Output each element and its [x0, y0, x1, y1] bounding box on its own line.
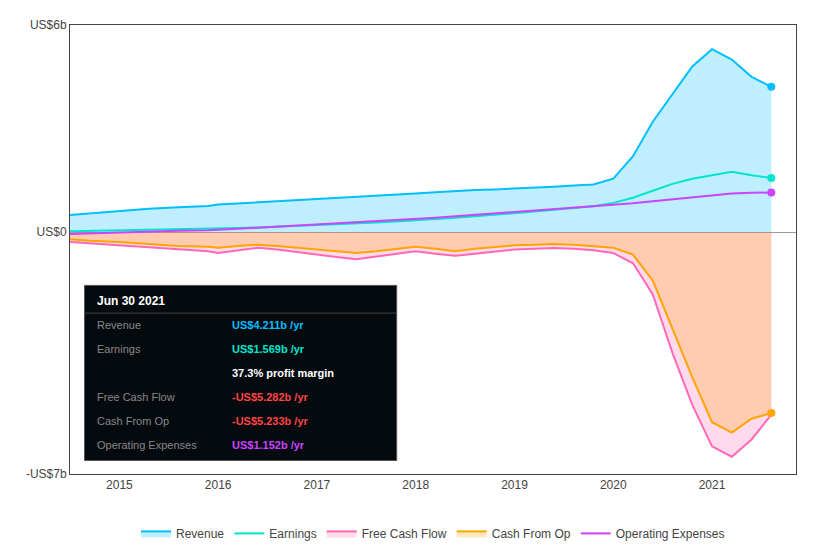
svg-text:Cash From Op: Cash From Op [492, 527, 571, 541]
svg-text:-US$7b: -US$7b [26, 467, 67, 481]
svg-text:2019: 2019 [501, 478, 528, 492]
svg-text:37.3% profit margin: 37.3% profit margin [232, 367, 334, 379]
svg-text:2021: 2021 [699, 478, 726, 492]
svg-text:US$6b: US$6b [30, 18, 67, 32]
svg-text:Revenue: Revenue [97, 319, 141, 331]
svg-text:US$0: US$0 [37, 225, 67, 239]
svg-text:US$4.211b /yr: US$4.211b /yr [232, 319, 304, 331]
svg-text:Earnings: Earnings [97, 343, 141, 355]
svg-text:2015: 2015 [106, 478, 133, 492]
svg-text:Earnings: Earnings [269, 527, 316, 541]
svg-text:2016: 2016 [205, 478, 232, 492]
svg-text:2020: 2020 [600, 478, 627, 492]
svg-text:US$1.569b /yr: US$1.569b /yr [232, 343, 305, 355]
svg-text:Revenue: Revenue [176, 527, 224, 541]
svg-text:-US$5.282b /yr: -US$5.282b /yr [232, 391, 309, 403]
svg-text:Jun 30 2021: Jun 30 2021 [97, 294, 165, 308]
svg-text:2017: 2017 [304, 478, 331, 492]
svg-text:Free Cash Flow: Free Cash Flow [97, 391, 175, 403]
svg-text:-US$5.233b /yr: -US$5.233b /yr [232, 415, 309, 427]
svg-text:Free Cash Flow: Free Cash Flow [362, 527, 447, 541]
svg-text:Operating Expenses: Operating Expenses [97, 439, 197, 451]
svg-text:2018: 2018 [402, 478, 429, 492]
svg-text:Operating Expenses: Operating Expenses [616, 527, 725, 541]
svg-text:US$1.152b /yr: US$1.152b /yr [232, 439, 305, 451]
svg-text:Cash From Op: Cash From Op [97, 415, 169, 427]
